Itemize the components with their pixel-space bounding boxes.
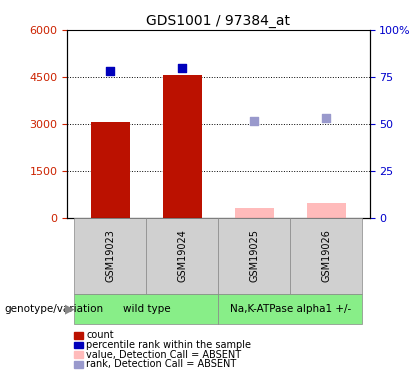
Bar [235, 208, 274, 218]
Point [179, 64, 186, 70]
Title: GDS1001 / 97384_at: GDS1001 / 97384_at [147, 13, 290, 28]
Text: value, Detection Call = ABSENT: value, Detection Call = ABSENT [86, 350, 241, 360]
Text: GSM19023: GSM19023 [105, 230, 116, 282]
Point [107, 68, 114, 74]
Text: percentile rank within the sample: percentile rank within the sample [86, 340, 251, 350]
Bar [307, 203, 346, 217]
Bar [91, 122, 130, 218]
Text: GSM19026: GSM19026 [321, 230, 331, 282]
Text: count: count [86, 330, 114, 340]
Point [323, 114, 330, 120]
Text: Na,K-ATPase alpha1 +/-: Na,K-ATPase alpha1 +/- [230, 304, 351, 314]
Text: GSM19025: GSM19025 [249, 230, 260, 282]
Text: genotype/variation: genotype/variation [4, 304, 103, 314]
Text: GSM19024: GSM19024 [177, 230, 187, 282]
Point [251, 118, 258, 124]
Bar [163, 75, 202, 217]
Text: ▶: ▶ [65, 303, 75, 316]
Text: wild type: wild type [123, 304, 170, 314]
Text: rank, Detection Call = ABSENT: rank, Detection Call = ABSENT [86, 360, 236, 369]
